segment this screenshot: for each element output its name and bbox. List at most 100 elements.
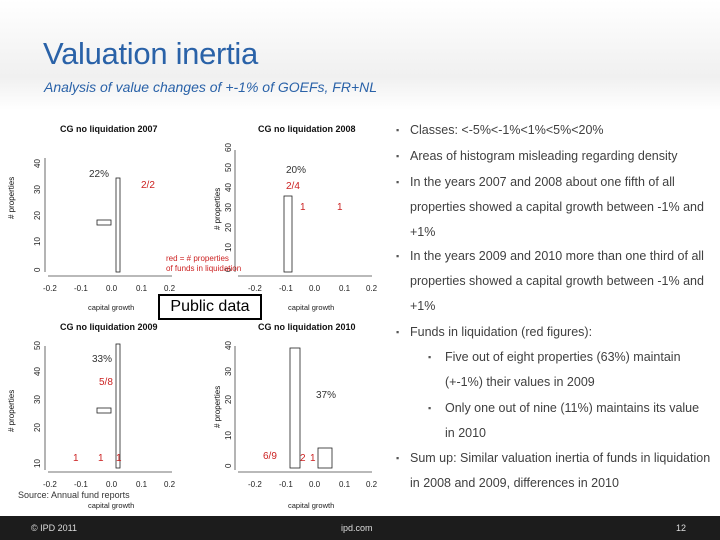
panel-2007-bar xyxy=(96,219,112,226)
xtick: 0.1 xyxy=(339,284,351,293)
bullet-marker-icon: ▪ xyxy=(396,125,400,135)
ytick: 10 xyxy=(33,459,42,468)
ytick: 20 xyxy=(33,211,42,220)
panel-2008-title: CG no liquidation 2008 xyxy=(258,124,356,134)
xtick: 0.0 xyxy=(106,284,118,293)
panel-2007-xlabel: capital growth xyxy=(88,303,134,312)
xtick: 0.0 xyxy=(106,480,118,489)
panel-2010-xticks: -0.2 -0.1 0.0 0.1 0.2 xyxy=(248,480,378,489)
footer-copyright: © IPD 2011 xyxy=(31,523,77,533)
panel-2009-red: 1 xyxy=(98,453,104,464)
xtick: -0.2 xyxy=(248,284,262,293)
bullet-item: ▪ In the years 2009 and 2010 more than o… xyxy=(396,244,712,319)
panel-2007-ylabel: # properties xyxy=(7,177,16,219)
xtick: -0.1 xyxy=(74,284,88,293)
bullet-item: ▪ In the years 2007 and 2008 about one f… xyxy=(396,170,712,245)
panel-2009-xlabel: capital growth xyxy=(88,501,134,510)
panel-2010-bar xyxy=(317,447,333,469)
panel-2009-red: 1 xyxy=(116,453,122,464)
panel-2007-xticks: -0.2 -0.1 0.0 0.1 0.2 xyxy=(43,284,176,293)
slide-title: Valuation inertia xyxy=(43,36,258,71)
panel-2009-title: CG no liquidation 2009 xyxy=(60,322,158,332)
xtick: -0.1 xyxy=(74,480,88,489)
bullet-subitem: ▪ Five out of eight properties (63%) mai… xyxy=(428,345,712,395)
ytick: 0 xyxy=(224,463,233,468)
panel-2010-bar xyxy=(289,347,301,469)
ytick: 20 xyxy=(224,395,233,404)
panel-2008-xlabel: capital growth xyxy=(288,303,334,312)
bullet-marker-icon: ▪ xyxy=(396,453,400,463)
panel-2008-ylabel: # properties xyxy=(213,188,222,230)
panel-2009-xticks: -0.2 -0.1 0.0 0.1 0.2 xyxy=(43,480,176,489)
ytick: 50 xyxy=(33,341,42,350)
ytick: 20 xyxy=(224,223,233,232)
ytick: 20 xyxy=(33,423,42,432)
panel-2010-xlabel: capital growth xyxy=(288,501,334,510)
source-note: Source: Annual fund reports xyxy=(18,490,130,500)
xtick: -0.1 xyxy=(279,480,293,489)
ytick: 0 xyxy=(224,267,233,272)
xtick: 0.0 xyxy=(309,284,321,293)
bullet-subitem: ▪ Only one out of nine (11%) maintains i… xyxy=(428,396,712,446)
bullet-marker-icon: ▪ xyxy=(396,151,400,161)
panel-2009-red: 5/8 xyxy=(99,377,113,388)
footer-site-link[interactable]: ipd.com xyxy=(341,523,373,533)
ytick: 60 xyxy=(224,143,233,152)
ytick: 30 xyxy=(224,367,233,376)
panel-2007-yticks: 0 10 20 30 40 xyxy=(33,159,42,272)
ytick: 40 xyxy=(33,367,42,376)
xtick: 0.1 xyxy=(339,480,351,489)
panel-2007-title: CG no liquidation 2007 xyxy=(60,124,158,134)
xtick: 0.2 xyxy=(164,284,176,293)
panel-2009-pct: 33% xyxy=(92,354,112,365)
legend-note-line2: of funds in liquidation xyxy=(166,264,241,273)
header-band xyxy=(0,0,720,110)
bullet-item: ▪ Funds in liquidation (red figures): xyxy=(396,320,712,345)
panel-2010-ylabel: # properties xyxy=(213,386,222,428)
page-number: 12 xyxy=(676,523,687,533)
ytick: 50 xyxy=(224,163,233,172)
ytick: 30 xyxy=(33,185,42,194)
ytick: 10 xyxy=(224,431,233,440)
footer-bar: © IPD 2011 ipd.com 12 xyxy=(0,516,720,540)
ytick: 40 xyxy=(33,159,42,168)
panel-2009-red: 1 xyxy=(73,453,79,464)
bullet-marker-icon: ▪ xyxy=(428,403,432,413)
panel-2010-red: 6/9 xyxy=(263,451,277,462)
ytick: 30 xyxy=(224,203,233,212)
ytick: 10 xyxy=(224,243,233,252)
xtick: -0.2 xyxy=(43,284,57,293)
xtick: -0.2 xyxy=(43,480,57,489)
public-data-label: Public data xyxy=(158,294,262,320)
legend-note-line1: red = # properties xyxy=(166,254,229,263)
panel-2008-yticks: 0 10 20 30 40 50 60 xyxy=(224,143,233,272)
bullet-item: ▪ Areas of histogram misleading regardin… xyxy=(396,144,712,169)
xtick: 0.2 xyxy=(164,480,176,489)
xtick: 0.1 xyxy=(136,284,148,293)
bullet-item: ▪ Classes: <-5%<-1%<1%<5%<20% xyxy=(396,118,712,143)
panel-2009-bar xyxy=(96,407,112,414)
panel-2007-bar xyxy=(115,177,121,273)
ytick: 10 xyxy=(33,237,42,246)
panel-2010-red: 2 xyxy=(300,453,306,464)
panel-2008-pct: 20% xyxy=(286,165,306,176)
panel-2008-bar xyxy=(283,195,293,273)
bullet-marker-icon: ▪ xyxy=(396,251,400,261)
ytick: 40 xyxy=(224,183,233,192)
panel-2007-pct: 22% xyxy=(89,169,109,180)
bullet-marker-icon: ▪ xyxy=(428,352,432,362)
xtick: 0.2 xyxy=(366,284,378,293)
xtick: -0.1 xyxy=(279,284,293,293)
slide-subtitle: Analysis of value changes of +-1% of GOE… xyxy=(44,79,378,95)
panel-2010-red: 1 xyxy=(310,453,316,464)
panel-2009-ylabel: # properties xyxy=(7,390,16,432)
panel-2010-yticks: 0 10 20 30 40 xyxy=(224,341,233,468)
xtick: 0.1 xyxy=(136,480,148,489)
panel-2008-red: 2/4 xyxy=(286,181,300,192)
ytick: 40 xyxy=(224,341,233,350)
panel-2009-bar xyxy=(115,343,121,469)
ytick: 30 xyxy=(33,395,42,404)
panel-2008-red: 1 xyxy=(337,202,343,213)
panel-2008-red: 1 xyxy=(300,202,306,213)
panel-2010-pct: 37% xyxy=(316,390,336,401)
